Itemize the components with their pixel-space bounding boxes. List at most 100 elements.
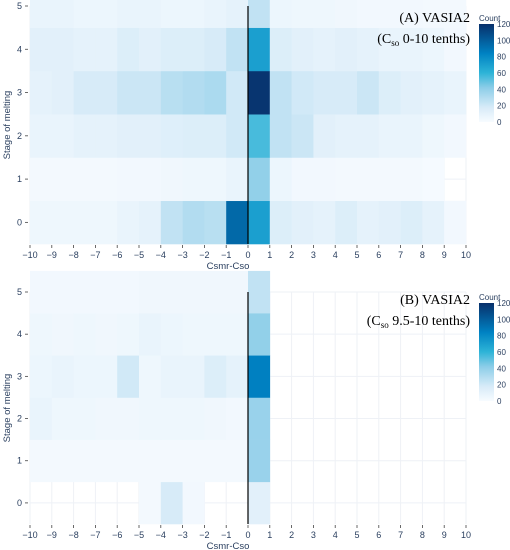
x-tick-label: 1 xyxy=(267,530,272,540)
x-tick-label: 5 xyxy=(354,530,359,540)
x-tick-label: 8 xyxy=(420,250,425,260)
heatmap-cell xyxy=(51,114,74,158)
heatmap-cell xyxy=(117,157,140,202)
heatmap-cell xyxy=(204,397,227,440)
heatmap-cell xyxy=(139,397,162,440)
heatmap-cell xyxy=(160,114,183,158)
colorbar-tick-label: 80 xyxy=(497,332,506,341)
heatmap-cell xyxy=(95,397,118,440)
x-tick-label: −10 xyxy=(22,250,37,260)
x-tick-label: −2 xyxy=(199,250,209,260)
heatmap-cell xyxy=(73,200,96,245)
heatmap-cell xyxy=(73,157,96,202)
panel-annotation-range: (Cso 9.5-10 tenths) xyxy=(367,314,471,330)
heatmap-cell xyxy=(73,270,96,314)
heatmap-cell xyxy=(357,27,380,72)
colorbar-tick-label: 0 xyxy=(497,397,502,406)
heatmap-cell xyxy=(182,355,205,398)
x-tick-label: −9 xyxy=(47,250,57,260)
heatmap-cell xyxy=(335,114,358,158)
heatmap-cell xyxy=(51,270,74,314)
heatmap-cell xyxy=(73,70,96,115)
heatmap-cell xyxy=(357,0,380,28)
x-tick-label: −4 xyxy=(156,530,166,540)
heatmap-cell xyxy=(400,27,423,72)
heatmap-cell xyxy=(248,355,271,398)
x-tick-label: 9 xyxy=(442,530,447,540)
heatmap-cell xyxy=(291,114,314,158)
heatmap-cell xyxy=(117,70,140,115)
colorbar-tick-label: 20 xyxy=(497,381,506,390)
x-tick-label: 3 xyxy=(311,250,316,260)
range-suffix: 0-10 tenths) xyxy=(399,32,470,47)
heatmap-cell xyxy=(226,313,249,356)
heatmap-cell xyxy=(204,0,227,28)
heatmap-cell xyxy=(378,157,401,202)
x-tick-label: 2 xyxy=(289,530,294,540)
heatmap-cell xyxy=(139,355,162,398)
colorbar-title: Count xyxy=(479,14,501,23)
heatmap-cell xyxy=(378,27,401,72)
colorbar-tick-label: 100 xyxy=(497,315,510,324)
x-tick-label: 9 xyxy=(442,250,447,260)
colorbar-tick-label: 20 xyxy=(497,102,506,111)
heatmap-cell xyxy=(422,27,445,72)
panel-annotation-title: (B) VASIA2 xyxy=(400,293,470,308)
heatmap-cell xyxy=(444,200,467,245)
heatmap-cell xyxy=(248,200,271,245)
heatmap-cell xyxy=(269,200,292,245)
heatmap-cell xyxy=(160,157,183,202)
heatmap-cell xyxy=(73,397,96,440)
heatmap-cell xyxy=(313,200,336,245)
heatmap-cell xyxy=(160,200,183,245)
chart-panel-a: −10 −9 −8 −7 −6 −5 −4 −3 −2 −1 0 1 2 3 4 5 6 7 8 9 10012345C… xyxy=(2,0,510,272)
heatmap-cell xyxy=(357,114,380,158)
heatmap-cell xyxy=(51,0,74,28)
heatmap-cell xyxy=(226,270,249,314)
range-subscript: so xyxy=(391,38,400,48)
heatmap-cell xyxy=(269,70,292,115)
y-tick-label: 1 xyxy=(17,456,22,466)
heatmap-cell xyxy=(182,397,205,440)
heatmap-cell xyxy=(160,0,183,28)
x-tick-label: 5 xyxy=(354,250,359,260)
heatmap-cell xyxy=(139,70,162,115)
heatmap-cell xyxy=(73,355,96,398)
heatmap-cell xyxy=(139,313,162,356)
y-tick-label: 4 xyxy=(17,44,22,54)
heatmap-cell xyxy=(248,397,271,440)
x-tick-label: 8 xyxy=(420,530,425,540)
x-tick-label: 6 xyxy=(376,530,381,540)
heatmap-cell xyxy=(378,70,401,115)
heatmap-cell xyxy=(51,355,74,398)
x-tick-label: 4 xyxy=(333,530,338,540)
panel-annotation-range: (Cso 0-10 tenths) xyxy=(377,32,470,48)
heatmap-cell xyxy=(248,0,271,28)
heatmap-cell xyxy=(95,27,118,72)
heatmap-cell xyxy=(226,397,249,440)
y-tick-label: 1 xyxy=(17,174,22,184)
colorbar-tick-label: 0 xyxy=(497,118,502,127)
heatmap-cell xyxy=(73,114,96,158)
x-tick-label: −6 xyxy=(112,530,122,540)
heatmap-cell xyxy=(30,0,53,28)
x-tick-label: −8 xyxy=(68,250,78,260)
heatmap-cell xyxy=(30,397,53,440)
heatmap-cell xyxy=(378,114,401,158)
heatmap-cell xyxy=(226,439,249,483)
x-tick-label: −5 xyxy=(134,250,144,260)
heatmap-cell xyxy=(269,157,292,202)
heatmap-cell xyxy=(422,114,445,158)
heatmap-cell xyxy=(160,397,183,440)
heatmap-cell xyxy=(357,200,380,245)
heatmap-cell xyxy=(444,27,467,72)
x-tick-label: 3 xyxy=(311,530,316,540)
heatmap-cell xyxy=(226,157,249,202)
heatmap-cell xyxy=(160,70,183,115)
heatmap-cell xyxy=(139,157,162,202)
heatmap-cell xyxy=(269,0,292,28)
heatmap-cell xyxy=(248,313,271,356)
heatmap-cell xyxy=(139,0,162,28)
heatmap-cell xyxy=(291,200,314,245)
x-tick-label: −8 xyxy=(68,530,78,540)
